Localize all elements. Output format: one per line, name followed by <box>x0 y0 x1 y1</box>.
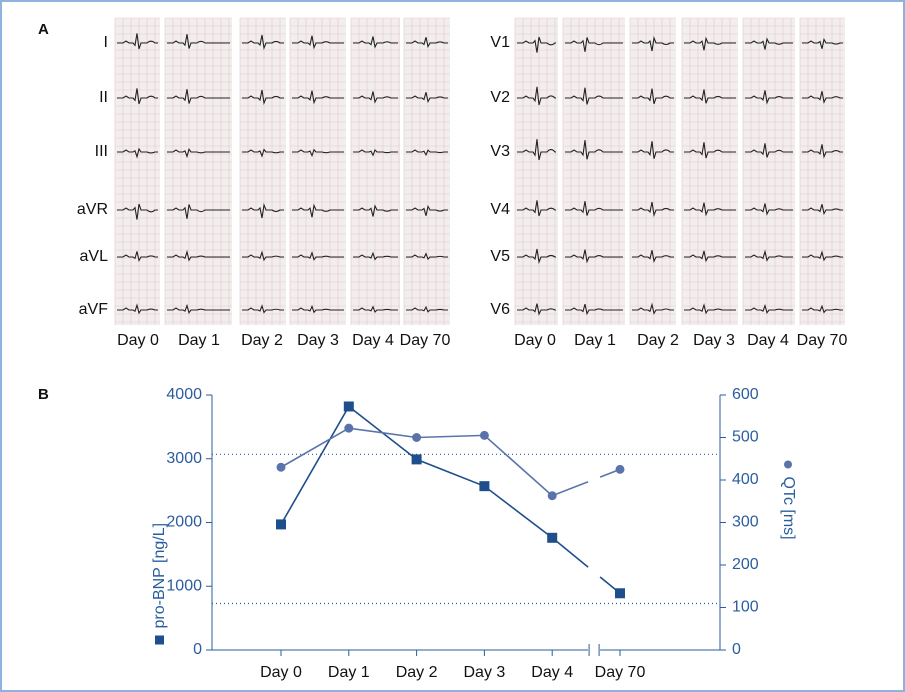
y2-tick-label: 200 <box>732 556 759 573</box>
ecg-strip <box>290 18 346 325</box>
day-label: Day 0 <box>514 332 556 349</box>
ecg-strip <box>800 18 845 325</box>
y2-axis-label: QTc [ms] <box>780 477 797 540</box>
data-point <box>276 519 286 529</box>
legend-marker <box>784 461 792 469</box>
ecg-strip <box>115 18 160 325</box>
y2-tick-label: 400 <box>732 471 759 488</box>
x-tick-label: Day 4 <box>531 664 573 681</box>
y2-tick-label: 600 <box>732 386 759 403</box>
day-label: Day 2 <box>637 332 679 349</box>
lead-label: V4 <box>490 201 510 218</box>
data-point <box>277 463 286 472</box>
data-point <box>615 588 625 598</box>
lead-label: V6 <box>490 301 510 318</box>
ecg-strip <box>630 18 676 325</box>
axis-break <box>588 644 600 658</box>
x-tick-label: Day 3 <box>464 664 506 681</box>
day-label: Day 3 <box>693 332 735 349</box>
y-tick-label: 1000 <box>166 577 202 594</box>
y2-tick-label: 100 <box>732 599 759 616</box>
lead-label: III <box>95 143 108 160</box>
day-label: Day 4 <box>352 332 394 349</box>
day-label: Day 4 <box>747 332 789 349</box>
day-label: Day 70 <box>400 332 451 349</box>
y2-tick-label: 0 <box>732 641 741 658</box>
panel-label: B <box>38 386 49 403</box>
lead-label: V5 <box>490 248 510 265</box>
x-tick-label: Day 2 <box>396 664 438 681</box>
lead-label: aVL <box>80 248 109 265</box>
y2-tick-label: 300 <box>732 514 759 531</box>
chart: 0 1000 2000 3000 4000 0 100 200 300 400 500 600 Day … <box>151 386 797 681</box>
lead-label: aVR <box>77 201 108 218</box>
ecg-strip <box>515 18 558 325</box>
y-tick-label: 0 <box>193 641 202 658</box>
legend-marker <box>155 636 164 645</box>
x-tick-label: Day 1 <box>328 664 370 681</box>
day-label: Day 2 <box>241 332 283 349</box>
y-axis-label: pro-BNP [ng/L] <box>151 523 168 629</box>
ecg-strip <box>404 18 450 325</box>
data-point <box>616 465 625 474</box>
lead-label: II <box>99 89 108 106</box>
lead-label: V2 <box>490 89 510 106</box>
ecg-strip <box>351 18 400 325</box>
y2-tick-label: 500 <box>732 429 759 446</box>
ecg-strip <box>240 18 286 325</box>
day-label: Day 0 <box>117 332 159 349</box>
plot-area <box>212 395 720 650</box>
ecg-strip <box>563 18 625 325</box>
day-label: Day 1 <box>178 332 220 349</box>
figure: A B IIIIIIaVRaVLaVFDay 0Day 1Day 2Day 3D… <box>0 0 905 692</box>
data-point <box>479 481 489 491</box>
data-point <box>344 401 354 411</box>
day-label: Day 3 <box>297 332 339 349</box>
y-tick-label: 2000 <box>166 514 202 531</box>
y-tick-label: 4000 <box>166 386 202 403</box>
ecg-strip <box>682 18 738 325</box>
x-tick-label: Day 0 <box>260 664 302 681</box>
x-tick-label: Day 70 <box>595 664 646 681</box>
lead-label: V3 <box>490 143 510 160</box>
data-point <box>547 533 557 543</box>
panel-label: A <box>38 21 49 38</box>
data-point <box>412 433 421 442</box>
data-point <box>412 454 422 464</box>
y-axis-title: pro-BNP [ng/L] <box>151 523 168 645</box>
day-label: Day 1 <box>574 332 616 349</box>
data-point <box>480 431 489 440</box>
y-tick-label: 3000 <box>166 450 202 467</box>
lead-label: V1 <box>490 34 510 51</box>
data-point <box>548 491 557 500</box>
lead-label: I <box>104 34 108 51</box>
data-point <box>344 424 353 433</box>
lead-label: aVF <box>79 301 109 318</box>
ecg-strip <box>165 18 232 325</box>
day-label: Day 70 <box>797 332 848 349</box>
